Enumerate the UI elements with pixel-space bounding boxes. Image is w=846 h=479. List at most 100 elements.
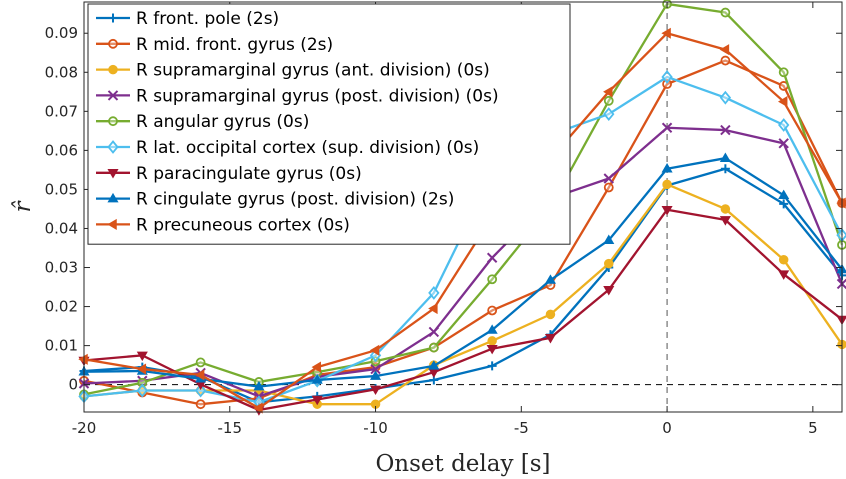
- legend-entry: R supramarginal gyrus (ant. division) (0…: [96, 61, 490, 81]
- series-5: [79, 0, 846, 400]
- data-point: [428, 302, 438, 315]
- data-point: [107, 192, 119, 203]
- y-tick-label: 0.08: [45, 63, 78, 81]
- x-tick-label: -20: [72, 419, 97, 437]
- data-point: [311, 374, 323, 384]
- data-point: [108, 13, 118, 23]
- series-line: [83, 2, 844, 396]
- legend-label: R angular gyrus (0s): [136, 112, 309, 132]
- data-point: [719, 90, 732, 105]
- legend-label: R mid. front. gyrus (2s): [136, 35, 333, 55]
- x-tick-label: -10: [363, 419, 388, 437]
- data-point: [487, 336, 497, 346]
- legend-label: R supramarginal gyrus (post. division) (…: [136, 86, 499, 106]
- data-point: [661, 122, 673, 133]
- data-point: [369, 370, 382, 380]
- data-point: [545, 309, 556, 320]
- y-tick-label: 0.02: [45, 298, 78, 316]
- data-point: [311, 361, 321, 373]
- legend-label: R paracingulate gyrus (0s): [136, 164, 362, 184]
- data-point: [662, 79, 672, 89]
- data-point: [603, 286, 615, 296]
- y-axis-label: r̂: [10, 200, 36, 213]
- data-point: [603, 86, 613, 98]
- data-point: [779, 199, 789, 209]
- data-point: [661, 27, 671, 39]
- data-point: [486, 252, 498, 263]
- data-point: [544, 274, 557, 284]
- series-line: [83, 208, 843, 412]
- data-point: [194, 383, 207, 398]
- data-point: [107, 140, 119, 154]
- axes-box: [83, 1, 843, 413]
- data-point: [428, 285, 440, 300]
- data-point: [369, 385, 382, 396]
- data-point: [778, 189, 790, 200]
- y-tick-label: 0: [68, 376, 78, 394]
- data-point: [369, 344, 380, 356]
- y-tick-label: 0.04: [45, 219, 78, 237]
- legend-label: R cingulate gyrus (post. division) (2s): [136, 190, 454, 210]
- y-tick-label: 0.01: [45, 337, 78, 355]
- data-point: [719, 152, 731, 162]
- data-point: [136, 363, 147, 375]
- data-point: [107, 90, 119, 101]
- data-point: [486, 344, 498, 355]
- data-point: [778, 96, 788, 108]
- legend-entry: R paracingulate gyrus (0s): [96, 164, 362, 184]
- data-point: [107, 218, 117, 230]
- data-point: [253, 402, 263, 414]
- data-point: [603, 173, 614, 184]
- data-point: [661, 163, 673, 173]
- data-point: [487, 274, 498, 285]
- legend-entry: R mid. front. gyrus (2s): [96, 35, 333, 55]
- data-point: [603, 234, 615, 244]
- data-point: [108, 38, 118, 49]
- data-point: [544, 334, 557, 344]
- data-point: [720, 7, 731, 18]
- data-point: [720, 55, 731, 66]
- y-tick-label: 0.06: [45, 141, 78, 159]
- data-point: [487, 361, 497, 371]
- x-tick-label: 0: [662, 419, 672, 437]
- data-point: [604, 258, 614, 269]
- data-point: [603, 107, 615, 121]
- series-line: [83, 183, 843, 406]
- data-point: [778, 270, 790, 280]
- legend: R front. pole (2s) R mid. front. gyrus (2…: [87, 3, 571, 245]
- data-point: [137, 377, 148, 388]
- data-point: [720, 204, 731, 214]
- legend-box: [87, 3, 571, 245]
- legend-entry: R supramarginal gyrus (post. division) (…: [96, 86, 499, 106]
- data-point: [487, 305, 498, 316]
- legend-label: R supramarginal gyrus (ant. division) (0…: [136, 61, 490, 81]
- legend-entry: R cingulate gyrus (post. division) (2s): [96, 190, 454, 210]
- data-point: [195, 357, 206, 368]
- x-axis-label: Onset delay [s]: [375, 451, 550, 477]
- x-tick-label: -5: [514, 419, 529, 437]
- y-tick-label: 0.03: [45, 259, 78, 277]
- series-line: [83, 126, 844, 398]
- data-point: [108, 64, 118, 75]
- data-point: [719, 44, 730, 56]
- data-point: [719, 216, 731, 226]
- data-point: [836, 197, 846, 209]
- data-point: [603, 182, 614, 193]
- y-tick-label: 0.07: [45, 102, 78, 120]
- data-point: [107, 169, 119, 179]
- data-point: [195, 399, 206, 410]
- data-point: [78, 353, 88, 365]
- legend-entry: R lat. occipital cortex (sup. division) …: [96, 138, 479, 158]
- data-point: [778, 138, 789, 149]
- data-point: [253, 380, 265, 391]
- x-tick-label: 5: [808, 419, 818, 437]
- legend-label: R front. pole (2s): [136, 9, 279, 29]
- data-point: [778, 118, 790, 132]
- data-point: [778, 254, 789, 265]
- series-line: [83, 59, 844, 406]
- series-line: [83, 32, 843, 410]
- data-point: [661, 205, 673, 216]
- data-point: [603, 95, 614, 106]
- data-point: [486, 324, 498, 334]
- data-point: [662, 179, 672, 190]
